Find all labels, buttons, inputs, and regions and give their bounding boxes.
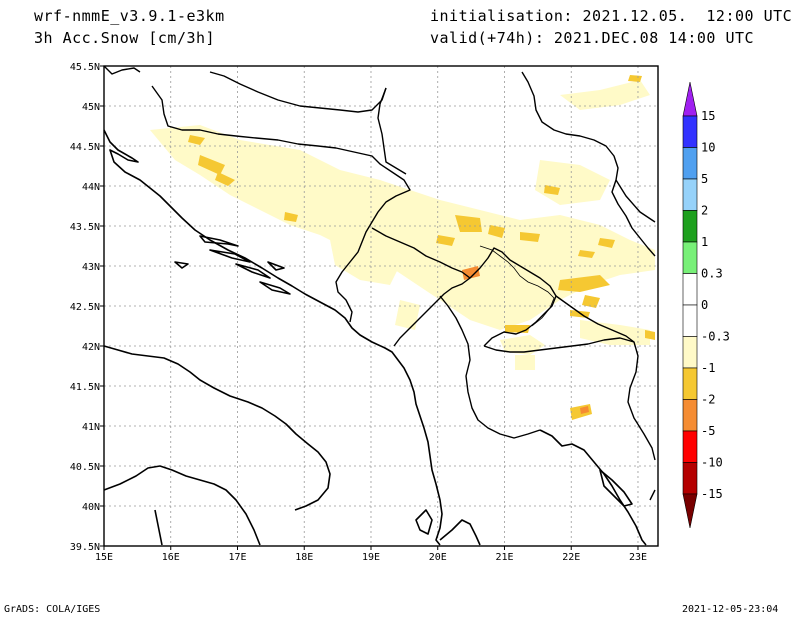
lon-tick-label: 15E [95, 552, 113, 563]
colorbar-segment [682, 178, 698, 211]
lat-tick-label: 42N [82, 342, 100, 353]
init-time: initialisation: 2021.12.05. 12:00 UTC [430, 7, 793, 25]
island-1 [199, 235, 239, 247]
lat-axis: 45.5N 45N 44.5N 44N 43.5N 43N 42.5N 42N 41.5N 41N… [70, 62, 104, 553]
colorbar-label: -0.3 [701, 330, 730, 344]
render-timestamp: 2021-12-05-23:04 [682, 604, 779, 615]
border-croatia-bosnia [151, 85, 411, 323]
lat-tick-label: 40N [82, 502, 100, 513]
lat-tick-label: 41.5N [70, 382, 100, 393]
lon-tick-label: 23E [629, 552, 647, 563]
island-3 [235, 263, 271, 279]
colorbar-segment [682, 430, 698, 463]
valid-time: valid(+74h): 2021.DEC.08 14:00 UTC [430, 29, 755, 47]
colorbar-segment [682, 462, 698, 495]
border-macedonia-east [555, 295, 656, 461]
lat-tick-label: 45.5N [70, 62, 100, 73]
island-2 [209, 249, 251, 263]
colorbar-segment [682, 115, 698, 148]
lat-tick-label: 44.5N [70, 142, 100, 153]
colorbar-bottom-arrow [682, 493, 698, 529]
lon-tick-label: 18E [295, 552, 313, 563]
border-croatia-hungary [209, 71, 387, 113]
snow-patches [150, 75, 655, 420]
border-serbia-north [377, 87, 407, 175]
colorbar-top-arrow [682, 81, 698, 117]
colorbar-label: 1 [701, 235, 708, 249]
lat-tick-label: 45N [82, 102, 100, 113]
colorbar-segment [682, 304, 698, 337]
border-greece-turkey [649, 489, 656, 501]
border-bulgaria [615, 179, 656, 223]
model-title: wrf-nmmE_v3.9.1-e3km [34, 7, 225, 25]
country-borders [103, 65, 656, 501]
colorbar-label: 10 [701, 141, 715, 155]
lat-tick-label: 44N [82, 182, 100, 193]
colorbar-segment [682, 241, 698, 274]
lon-tick-label: 21E [495, 552, 513, 563]
lon-axis: 15E 16E 17E 18E 19E 20E 21E 22E 23E [95, 546, 647, 563]
lat-tick-label: 43.5N [70, 222, 100, 233]
lon-tick-label: 22E [562, 552, 580, 563]
colorbar: 15 10 5 2 1 0.3 0 -0.3 -1 -2 -5 -10 -15 [682, 81, 730, 529]
colorbar-label: -2 [701, 393, 715, 407]
colorbar-label: 0.3 [701, 267, 723, 281]
colorbar-label: -5 [701, 424, 715, 438]
greek-west [439, 519, 481, 546]
lon-tick-label: 16E [162, 552, 180, 563]
border-macedonia-south [483, 337, 635, 353]
greek-west2 [415, 509, 433, 535]
lat-tick-label: 41N [82, 422, 100, 433]
colorbar-label: 5 [701, 172, 708, 186]
lat-tick-label: 40.5N [70, 462, 100, 473]
lon-tick-label: 19E [362, 552, 380, 563]
grads-credit: GrADS: COLA/IGES [4, 604, 101, 615]
colorbar-label: 15 [701, 109, 715, 123]
coastlines [103, 129, 647, 546]
lat-tick-label: 43N [82, 262, 100, 273]
colorbar-segment [682, 273, 698, 306]
colorbar-label: 0 [701, 298, 708, 312]
colorbar-label: -10 [701, 456, 723, 470]
snow-mid [188, 75, 655, 420]
colorbar-label: 2 [701, 204, 708, 218]
border-kosovo-thin [479, 245, 555, 327]
island-5 [174, 261, 189, 269]
lon-tick-label: 20E [429, 552, 447, 563]
chalkidiki [599, 469, 633, 507]
snow-high [462, 266, 589, 414]
colorbar-segment [682, 147, 698, 180]
colorbar-label: -15 [701, 487, 723, 501]
adriatic-east-coast [103, 129, 443, 546]
colorbar-segment [682, 367, 698, 400]
colorbar-label: -1 [701, 361, 715, 375]
snow-light [150, 80, 655, 370]
italy-south [154, 509, 163, 546]
border-slovenia-croatia [103, 65, 141, 75]
border-serbia-romania [521, 71, 656, 257]
lat-tick-label: 39.5N [70, 542, 100, 553]
lat-tick-label: 42.5N [70, 302, 100, 313]
lon-tick-label: 17E [228, 552, 246, 563]
colorbar-segment [682, 399, 698, 432]
italy-east-coast [103, 345, 331, 511]
italy-gulf [103, 465, 261, 546]
border-albania-east [439, 295, 541, 439]
colorbar-segment [682, 210, 698, 243]
border-serbia-kosovo [469, 247, 557, 347]
field-title: 3h Acc.Snow [cm/3h] [34, 29, 216, 47]
greek-coast [539, 429, 647, 546]
island-6 [267, 261, 285, 271]
island-4 [259, 281, 291, 295]
border-montenegro [371, 227, 471, 347]
colorbar-segment [682, 336, 698, 369]
